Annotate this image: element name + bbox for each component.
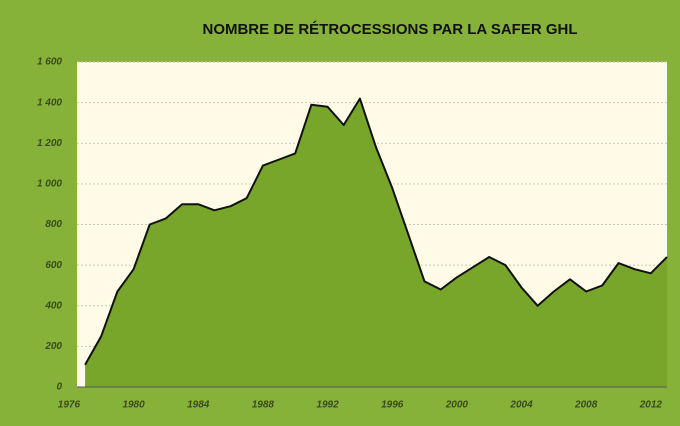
y-tick-label: 1 200: [37, 138, 62, 149]
x-tick-label: 2004: [509, 400, 533, 411]
x-tick-label: 2008: [574, 400, 598, 411]
y-tick-label: 1 600: [37, 57, 62, 68]
area-line: [84, 97, 668, 366]
area: [85, 98, 668, 387]
x-tick-label: 1984: [187, 400, 210, 411]
y-tick-label: 0: [56, 382, 62, 393]
x-tick-label: 2000: [445, 400, 469, 411]
x-tick-label: 1996: [381, 400, 404, 411]
x-tick-label: 1976: [58, 400, 81, 411]
y-tick-label: 1 400: [37, 97, 62, 108]
y-tick-label: 400: [44, 300, 62, 311]
y-tick-label: 800: [45, 219, 62, 230]
x-tick-label: 2012: [639, 400, 663, 411]
x-tick-label: 1980: [122, 400, 145, 411]
y-tick-label: 200: [44, 341, 62, 352]
x-tick-label: 1992: [316, 400, 339, 411]
chart-title: NOMBRE DE RÉTROCESSIONS PAR LA SAFER GHL: [202, 21, 577, 38]
x-tick-label: 1988: [252, 400, 275, 411]
y-tick-label: 1 000: [37, 179, 62, 190]
y-tick-label: 600: [45, 260, 62, 271]
